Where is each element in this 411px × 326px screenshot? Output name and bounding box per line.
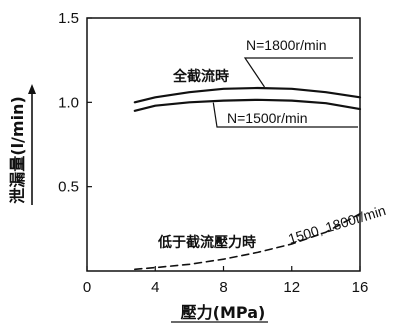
x-tick-label-3: 12 — [283, 279, 300, 296]
y-tick-label-2: 1.5 — [58, 10, 79, 27]
leader-1800 — [243, 57, 353, 88]
annotation-both-speeds: 1500, 1800r/min — [286, 202, 387, 247]
tick-labels: 0 4 8 12 16 0.5 1.0 1.5 — [58, 10, 368, 296]
annotation-below-cutoff: 低于截流壓力時 — [157, 234, 256, 251]
y-tick-label-1: 1.0 — [58, 94, 79, 111]
x-tick-label-4: 16 — [352, 279, 369, 296]
tick-marks — [86, 17, 361, 271]
x-tick-label-0: 0 — [83, 279, 91, 296]
annotation-leaders — [212, 57, 358, 128]
series-line-1 — [133, 98, 362, 112]
annotation-full-cutoff: 全截流時 — [172, 68, 229, 85]
annotation-1500: N=1500r/min — [227, 110, 308, 126]
series-layer — [133, 86, 362, 271]
leader-1500 — [212, 102, 358, 128]
series-line-0 — [133, 86, 362, 104]
x-tick-label-1: 4 — [151, 279, 159, 296]
y-tick-label-0: 0.5 — [58, 179, 79, 196]
y-axis-arrow-head — [28, 84, 36, 94]
x-axis-title: 壓力(MPa) — [181, 303, 266, 322]
annotation-1800: N=1800r/min — [246, 37, 327, 53]
x-tick-label-2: 8 — [219, 279, 227, 296]
y-axis-title: 泄漏量(l/min) — [8, 96, 27, 204]
series-line-2 — [134, 212, 361, 271]
